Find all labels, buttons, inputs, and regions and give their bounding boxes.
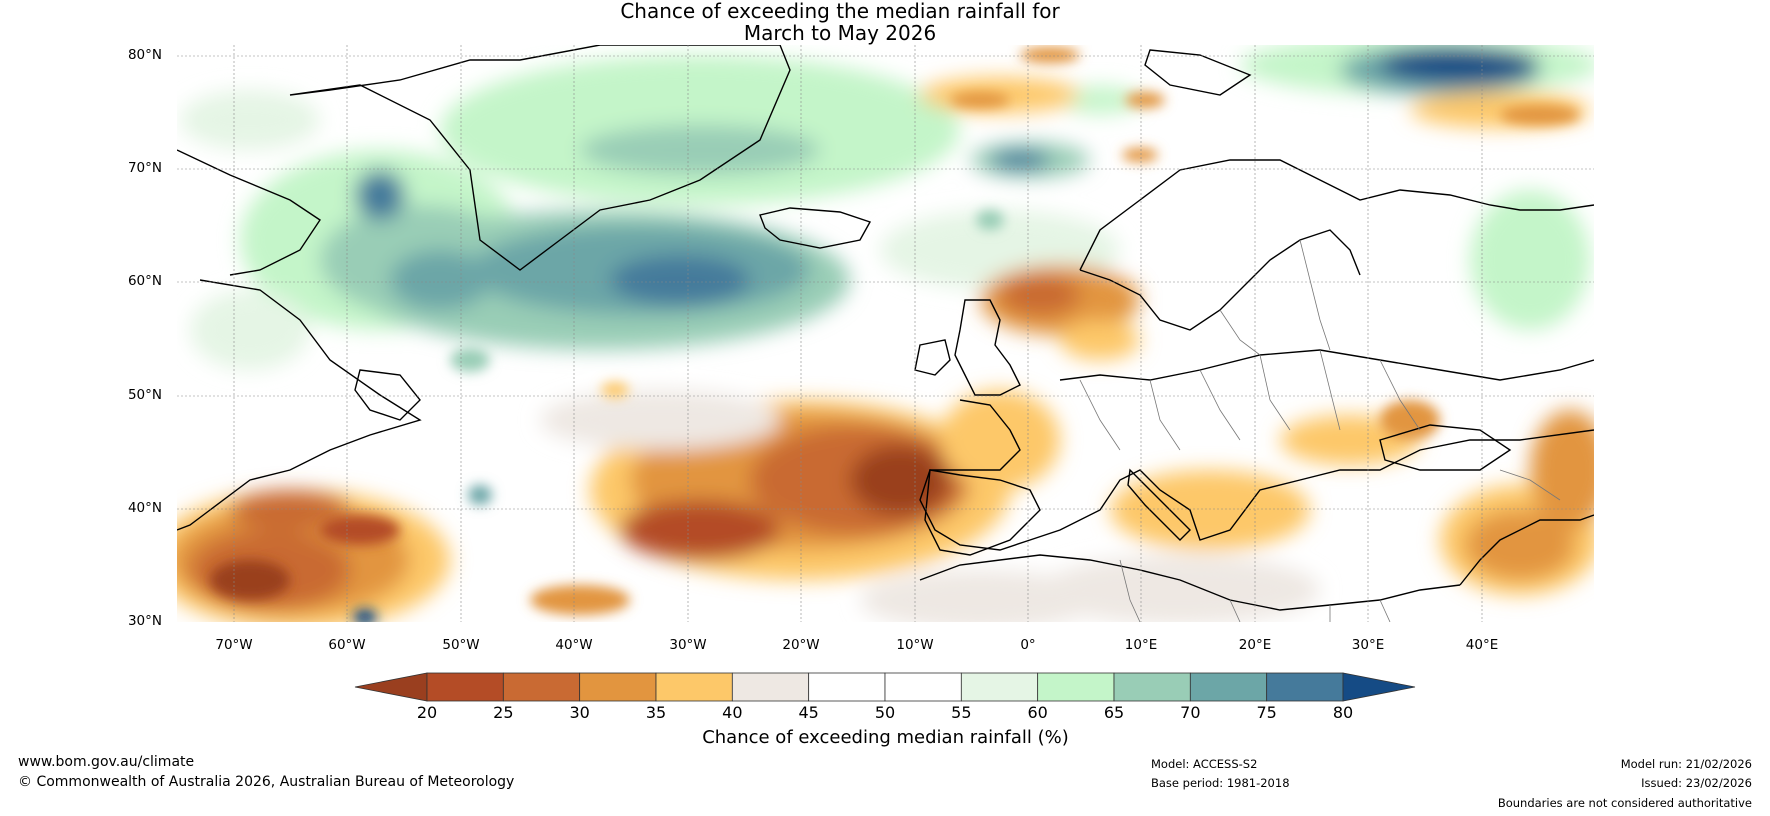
colorbar-tick-70: 70	[1180, 703, 1200, 722]
colorbar-tick-55: 55	[951, 703, 971, 722]
lat-label-80n: 80°N	[127, 47, 162, 63]
lat-label-30n: 30°N	[127, 613, 162, 629]
lon-label-30w: 30°W	[669, 637, 707, 653]
footer-model: Model: ACCESS-S2	[1151, 757, 1258, 771]
colorbar-tick-30: 30	[569, 703, 589, 722]
map-plot-area	[177, 45, 1594, 622]
footer-website: www.bom.gov.au/climate	[18, 754, 195, 770]
lon-label-70w: 70°W	[215, 637, 253, 653]
footer-copyright: © Commonwealth of Australia 2026, Austra…	[18, 774, 515, 790]
lat-label-70n: 70°N	[127, 160, 162, 176]
footer-issued: Issued: 23/02/2026	[1641, 776, 1752, 790]
lon-label-20w: 20°W	[782, 637, 820, 653]
colorbar-bin-45-50	[808, 672, 886, 702]
colorbar-bin-70-75	[1189, 672, 1268, 702]
colorbar-tick-45: 45	[798, 703, 818, 722]
lat-label-50n: 50°N	[127, 387, 162, 403]
footer-model-run: Model run: 21/02/2026	[1620, 757, 1752, 771]
colorbar-bin-60-65	[1037, 672, 1115, 702]
colorbar-bin-35-40	[655, 672, 733, 702]
lat-label-60n: 60°N	[127, 273, 162, 289]
colorbar-bin-55-60	[960, 672, 1039, 702]
colorbar-extend-low	[354, 672, 428, 702]
lon-label-50w: 50°W	[442, 637, 480, 653]
colorbar-bin-20-25	[426, 672, 504, 702]
country-borders	[1079, 239, 1561, 622]
colorbar-tick-35: 35	[646, 703, 666, 722]
lon-label-40w: 40°W	[555, 637, 593, 653]
colorbar-tick-80: 80	[1333, 703, 1353, 722]
colorbar-bin-25-30	[502, 672, 581, 702]
rainfall-anomaly-detail	[210, 47, 1580, 622]
colorbar-extend-high	[1342, 672, 1416, 702]
colorbar-tick-25: 25	[493, 703, 513, 722]
footer-disclaimer: Boundaries are not considered authoritat…	[1497, 796, 1752, 810]
lon-label-20e: 20°E	[1238, 637, 1272, 653]
colorbar-label: Chance of exceeding median rainfall (%)	[702, 727, 1069, 748]
lon-label-0: 0°	[1020, 637, 1036, 653]
colorbar-tick-75: 75	[1256, 703, 1276, 722]
colorbar-bin-75-80	[1266, 672, 1344, 702]
colorbar-bin-40-45	[731, 672, 810, 702]
colorbar-tick-65: 65	[1104, 703, 1124, 722]
footer-base-period: Base period: 1981-2018	[1151, 776, 1290, 790]
colorbar-bin-30-35	[579, 672, 657, 702]
lon-label-10e: 10°E	[1124, 637, 1158, 653]
colorbar-bin-65-70	[1113, 672, 1191, 702]
lon-label-30e: 30°E	[1351, 637, 1385, 653]
graticule	[177, 45, 1594, 622]
chart-title-line2: March to May 2026	[743, 21, 937, 45]
colorbar-tick-50: 50	[875, 703, 895, 722]
colorbar-tick-40: 40	[722, 703, 742, 722]
lat-label-40n: 40°N	[127, 500, 162, 516]
colorbar: 20 25 30 35 40 45 50 55 60 65 70 75 80	[354, 672, 1416, 722]
colorbar-tick-60: 60	[1027, 703, 1047, 722]
lon-label-40e: 40°E	[1465, 637, 1499, 653]
colorbar-tick-20: 20	[417, 703, 437, 722]
lon-label-10w: 10°W	[896, 637, 934, 653]
lon-label-60w: 60°W	[328, 637, 366, 653]
colorbar-bin-50-55	[884, 672, 962, 702]
chart-title-line1: Chance of exceeding the median rainfall …	[620, 0, 1060, 23]
